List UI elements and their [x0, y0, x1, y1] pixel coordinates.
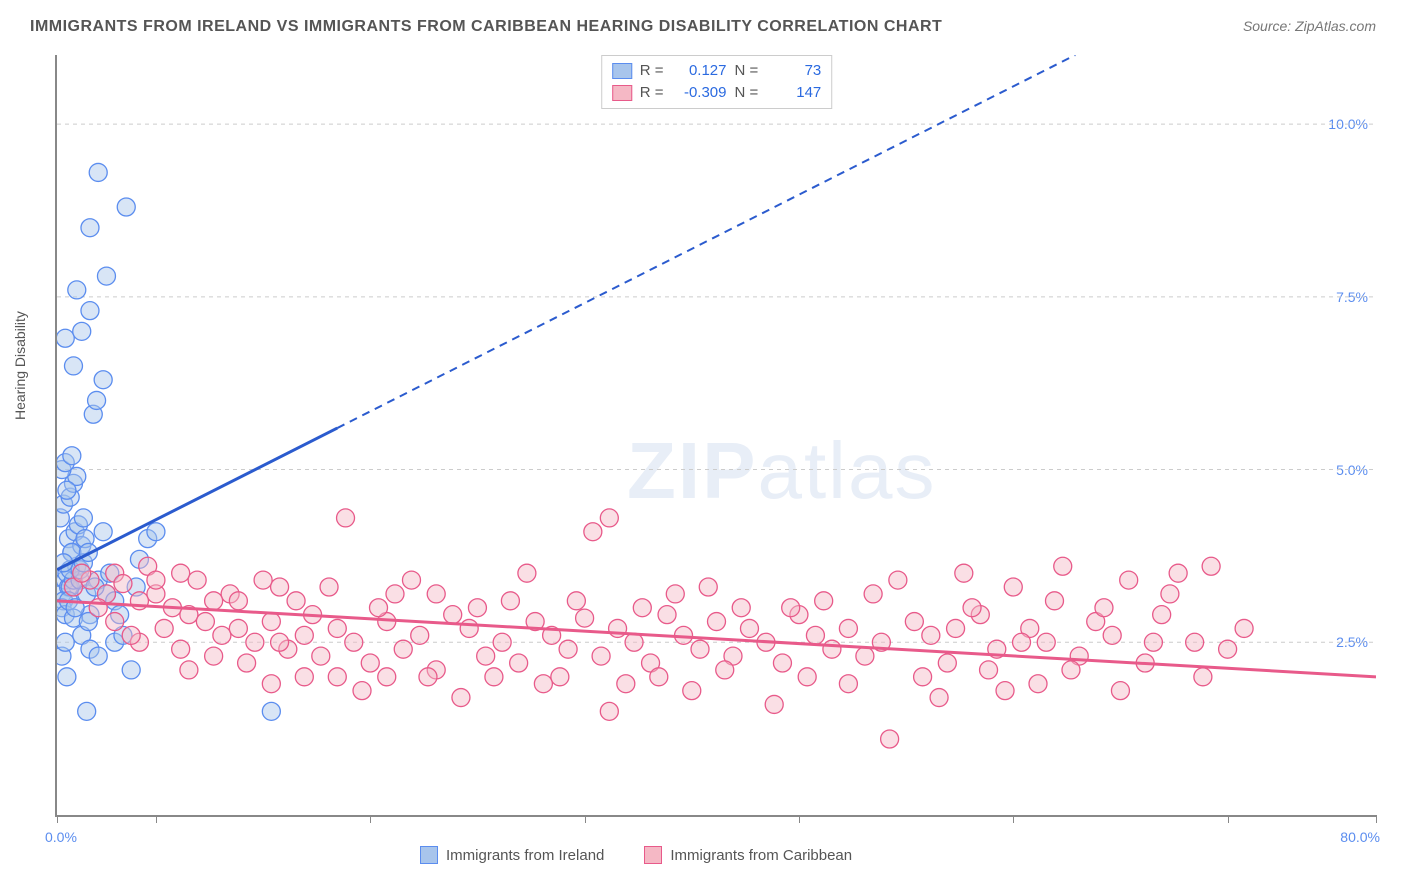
x-tick — [156, 815, 157, 823]
x-tick — [1228, 815, 1229, 823]
legend-label-caribbean: Immigrants from Caribbean — [670, 847, 852, 864]
source-attribution: Source: ZipAtlas.com — [1243, 18, 1376, 34]
x-tick — [57, 815, 58, 823]
x-tick — [370, 815, 371, 823]
x-tick — [799, 815, 800, 823]
correlation-stats-box: R = 0.127 N = 73 R = -0.309 N = 147 — [601, 55, 833, 109]
n-value-ireland: 73 — [766, 60, 821, 82]
x-tick — [1013, 815, 1014, 823]
n-label: N = — [735, 82, 759, 104]
legend-label-ireland: Immigrants from Ireland — [446, 847, 604, 864]
legend-swatch-caribbean — [644, 846, 662, 864]
x-tick — [1376, 815, 1377, 823]
x-tick — [585, 815, 586, 823]
legend: Immigrants from Ireland Immigrants from … — [420, 846, 852, 864]
x-axis-max-label: 80.0% — [1340, 829, 1380, 845]
chart-plot-area: ZIPatlas R = 0.127 N = 73 R = -0.309 N =… — [55, 55, 1376, 817]
stats-row-series2: R = -0.309 N = 147 — [612, 82, 822, 104]
y-axis-label: Hearing Disability — [12, 311, 28, 420]
r-value-caribbean: -0.309 — [672, 82, 727, 104]
legend-item-caribbean: Immigrants from Caribbean — [644, 846, 852, 864]
r-label: R = — [640, 82, 664, 104]
stats-row-series1: R = 0.127 N = 73 — [612, 60, 822, 82]
r-value-ireland: 0.127 — [672, 60, 727, 82]
stats-swatch-ireland — [612, 63, 632, 79]
legend-item-ireland: Immigrants from Ireland — [420, 846, 604, 864]
stats-swatch-caribbean — [612, 85, 632, 101]
r-label: R = — [640, 60, 664, 82]
scatter-plot-svg — [57, 55, 1376, 815]
chart-title: IMMIGRANTS FROM IRELAND VS IMMIGRANTS FR… — [30, 18, 942, 36]
n-label: N = — [735, 60, 759, 82]
n-value-caribbean: 147 — [766, 82, 821, 104]
legend-swatch-ireland — [420, 846, 438, 864]
x-axis-min-label: 0.0% — [45, 829, 77, 845]
